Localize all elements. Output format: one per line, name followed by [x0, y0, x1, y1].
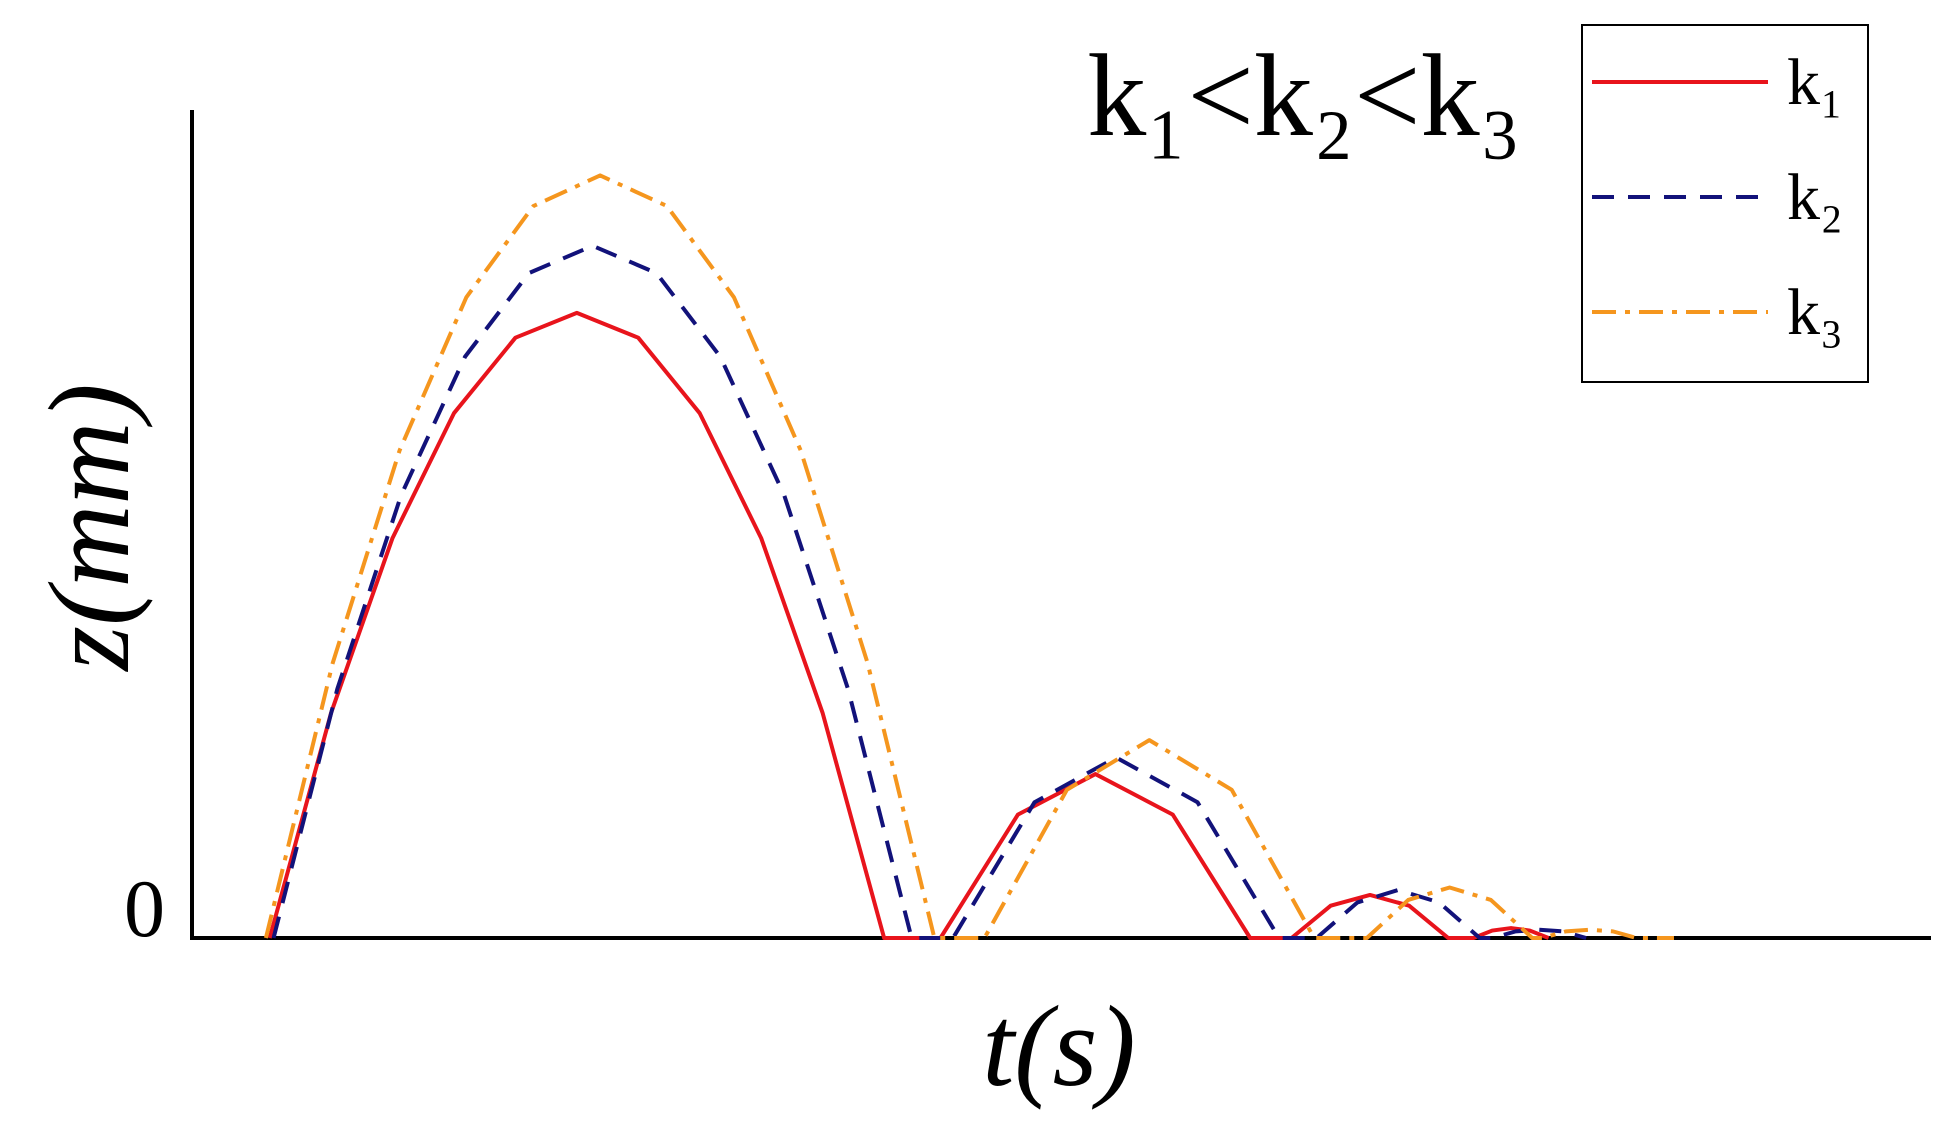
y-tick-label: 0	[124, 863, 165, 954]
series-line	[271, 243, 1587, 940]
legend-box	[1581, 24, 1869, 383]
y-axis-label: z(mm)	[26, 383, 153, 672]
legend-label: k₁	[1787, 46, 1843, 119]
legend-label: k₂	[1787, 161, 1843, 234]
legend-label: k₃	[1787, 276, 1843, 349]
x-axis-label: t(s)	[982, 983, 1135, 1110]
series-line	[267, 310, 1550, 940]
chart-title: k₁<k₂<k₃	[1087, 30, 1521, 161]
series-line	[263, 173, 1674, 940]
